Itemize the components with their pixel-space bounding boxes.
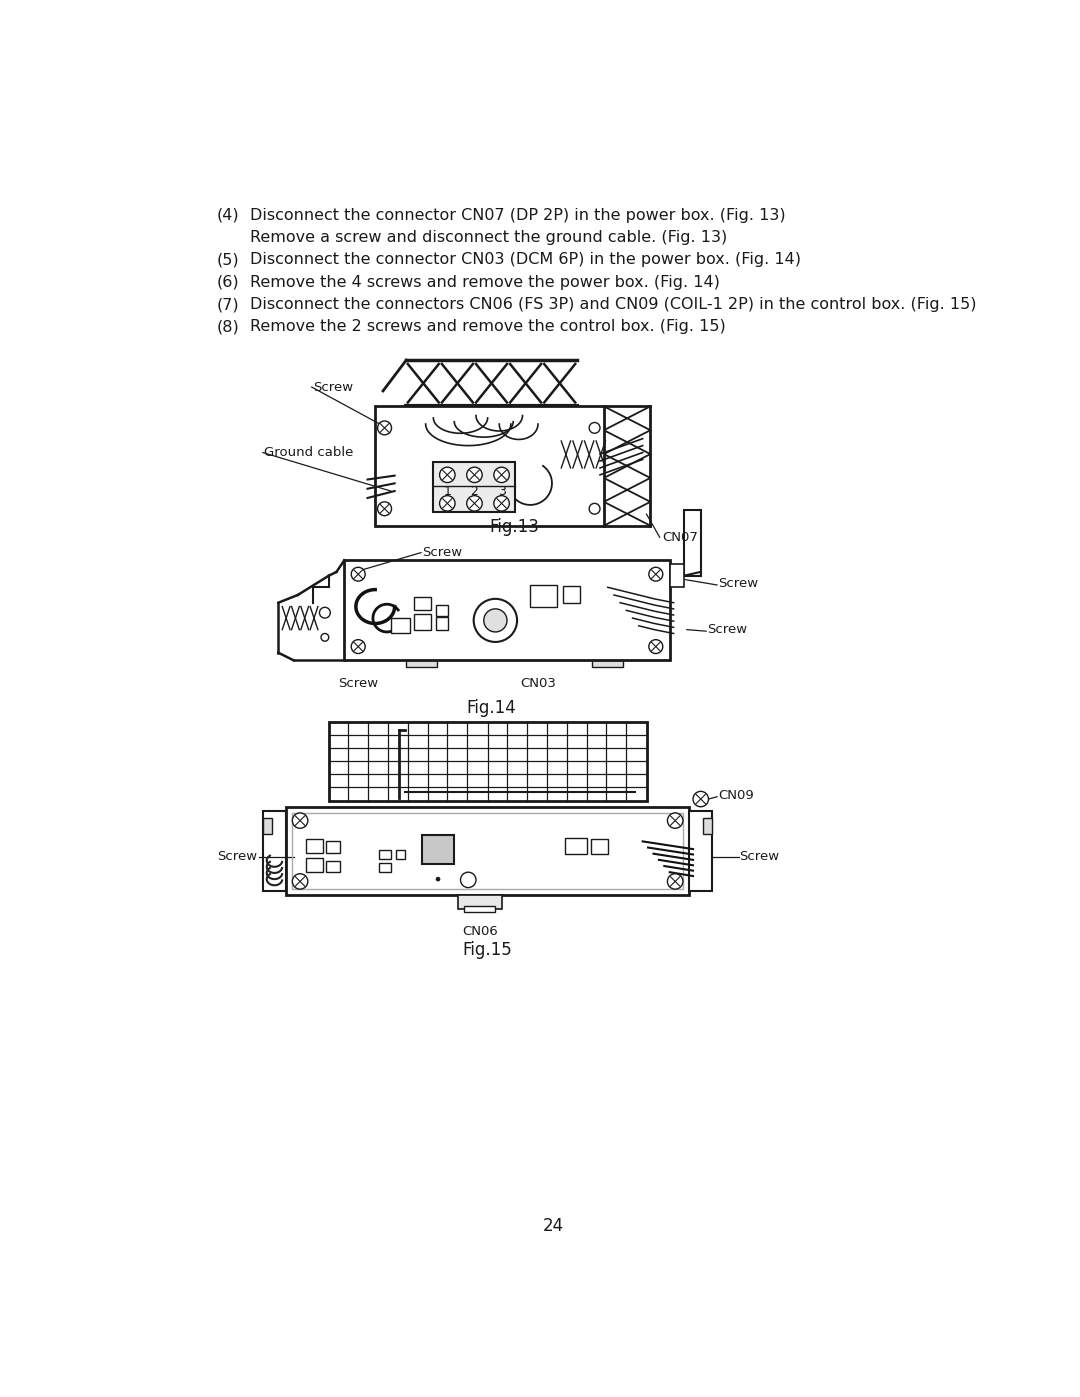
- Bar: [379, 863, 391, 872]
- Bar: [328, 722, 647, 802]
- Text: 24: 24: [543, 1217, 564, 1235]
- Text: 1: 1: [444, 485, 451, 497]
- Circle shape: [590, 503, 600, 514]
- Text: Screw: Screw: [707, 623, 747, 636]
- Bar: [286, 806, 689, 895]
- Bar: [396, 849, 405, 859]
- Text: (8): (8): [216, 320, 239, 334]
- Bar: [379, 849, 391, 859]
- Circle shape: [378, 420, 392, 434]
- Bar: [433, 462, 515, 511]
- Circle shape: [378, 502, 392, 515]
- Bar: [435, 605, 448, 616]
- Text: Disconnect the connector CN07 (DP 2P) in the power box. (Fig. 13): Disconnect the connector CN07 (DP 2P) in…: [249, 208, 785, 222]
- Circle shape: [649, 567, 663, 581]
- Circle shape: [693, 791, 708, 806]
- Text: Fig.14: Fig.14: [467, 698, 516, 717]
- Bar: [306, 840, 323, 854]
- Bar: [293, 813, 683, 888]
- Text: Ground cable: Ground cable: [265, 446, 354, 460]
- Circle shape: [494, 496, 510, 511]
- Text: Remove the 4 screws and remove the power box. (Fig. 14): Remove the 4 screws and remove the power…: [249, 275, 719, 289]
- Circle shape: [460, 872, 476, 887]
- Circle shape: [474, 599, 517, 643]
- Text: Fig.13: Fig.13: [490, 518, 540, 536]
- Circle shape: [440, 467, 455, 482]
- Bar: [391, 617, 410, 633]
- Bar: [565, 838, 586, 855]
- Text: Remove the 2 screws and remove the control box. (Fig. 15): Remove the 2 screws and remove the contr…: [249, 320, 726, 334]
- Text: Screw: Screw: [718, 577, 758, 590]
- Bar: [262, 819, 272, 834]
- Circle shape: [351, 640, 365, 654]
- Circle shape: [484, 609, 507, 631]
- Text: Screw: Screw: [313, 380, 353, 394]
- Bar: [306, 858, 323, 872]
- Circle shape: [667, 873, 683, 888]
- Text: Screw: Screw: [217, 851, 257, 863]
- Bar: [326, 861, 340, 872]
- Bar: [458, 895, 501, 909]
- Text: Screw: Screw: [422, 546, 462, 559]
- Circle shape: [667, 813, 683, 828]
- Circle shape: [467, 467, 482, 482]
- Text: 2: 2: [471, 485, 478, 497]
- Text: (7): (7): [216, 298, 239, 312]
- Text: Disconnect the connector CN03 (DCM 6P) in the power box. (Fig. 14): Disconnect the connector CN03 (DCM 6P) i…: [249, 253, 800, 267]
- Bar: [592, 661, 623, 666]
- Circle shape: [351, 567, 365, 581]
- Text: 3: 3: [498, 485, 505, 497]
- Bar: [670, 564, 684, 587]
- Bar: [591, 840, 608, 855]
- Text: Screw: Screw: [338, 678, 378, 690]
- Circle shape: [321, 633, 328, 641]
- Circle shape: [440, 496, 455, 511]
- Text: CN07: CN07: [662, 531, 698, 543]
- Text: (5): (5): [216, 253, 239, 267]
- Bar: [563, 585, 580, 602]
- Circle shape: [590, 422, 600, 433]
- Bar: [345, 560, 670, 661]
- Text: (4): (4): [216, 208, 239, 222]
- Bar: [464, 907, 496, 912]
- Bar: [684, 510, 701, 576]
- Bar: [406, 360, 577, 407]
- Circle shape: [494, 467, 510, 482]
- Text: Screw: Screw: [740, 851, 780, 863]
- Bar: [262, 810, 286, 891]
- Bar: [703, 819, 713, 834]
- Bar: [414, 597, 431, 610]
- Bar: [530, 585, 557, 606]
- Bar: [689, 810, 713, 891]
- Bar: [414, 615, 431, 630]
- Circle shape: [649, 640, 663, 654]
- Text: Fig.15: Fig.15: [462, 942, 513, 960]
- Text: Disconnect the connectors CN06 (FS 3P) and CN09 (COIL-1 2P) in the control box. : Disconnect the connectors CN06 (FS 3P) a…: [249, 298, 976, 312]
- Text: CN03: CN03: [521, 678, 556, 690]
- Text: CN06: CN06: [462, 925, 498, 937]
- Circle shape: [467, 496, 482, 511]
- Bar: [435, 617, 448, 630]
- Bar: [422, 835, 455, 865]
- Text: Remove a screw and disconnect the ground cable. (Fig. 13): Remove a screw and disconnect the ground…: [249, 231, 727, 244]
- Circle shape: [293, 813, 308, 828]
- Text: CN09: CN09: [718, 789, 754, 802]
- Circle shape: [320, 608, 330, 617]
- Bar: [406, 661, 437, 666]
- Text: (6): (6): [216, 275, 239, 289]
- Bar: [326, 841, 340, 854]
- Circle shape: [435, 877, 441, 882]
- Bar: [375, 407, 604, 525]
- Circle shape: [293, 873, 308, 888]
